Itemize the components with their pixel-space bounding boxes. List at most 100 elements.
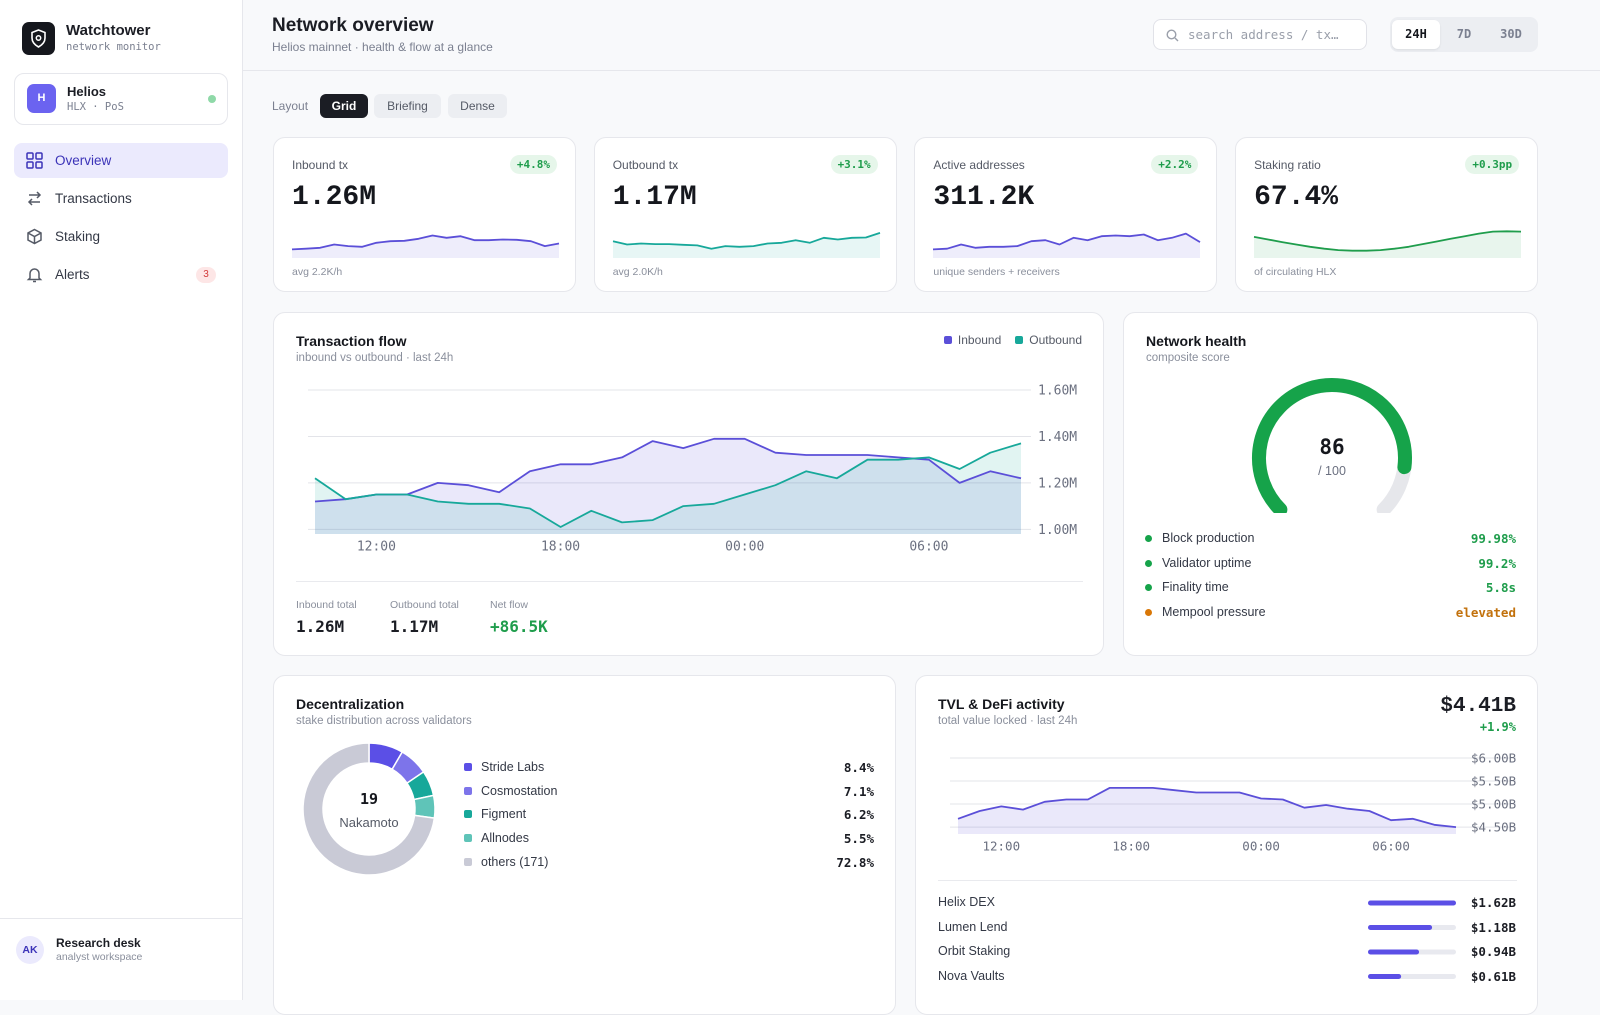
kpi-card: Inbound tx +4.8% 1.26M avg 2.2K/h [273, 137, 576, 292]
sparkline [612, 232, 880, 258]
kpi-label: Staking ratio [1254, 158, 1321, 172]
search-placeholder: search address / tx… [1188, 27, 1339, 42]
legend: Inbound Outbound [943, 333, 1082, 347]
x-tick-label: 18:00 [1112, 839, 1150, 854]
bar-label: Lumen Lend [938, 919, 1008, 934]
status-dot [1145, 608, 1152, 616]
network-name: Helios [67, 84, 107, 99]
nav-label: Alerts [55, 267, 90, 282]
donut: 19 Nakamoto [302, 742, 436, 876]
divider [938, 880, 1517, 881]
legend-label: Allnodes [481, 831, 529, 846]
legend-swatch [464, 810, 472, 819]
kpi-label: Inbound tx [292, 158, 349, 172]
nav-item[interactable]: Alerts 3 [14, 257, 228, 292]
icon [26, 152, 43, 169]
status-dot [1145, 535, 1152, 542]
brand-subtitle: network monitor [66, 41, 161, 53]
page-title: Network overview [272, 15, 434, 36]
nav-item[interactable]: Staking [14, 219, 228, 254]
area [315, 443, 1021, 534]
health-label: Finality time [1162, 580, 1229, 595]
range-option[interactable]: 24H [1392, 20, 1440, 49]
spark-area [1254, 231, 1522, 258]
spark-area [933, 233, 1201, 258]
card-subtitle: inbound vs outbound · last 24h [296, 352, 454, 364]
kpi-delta: +2.2% [1151, 155, 1199, 174]
x-tick-label: 12:00 [982, 839, 1020, 854]
status-dot [1145, 559, 1152, 567]
kpi-label: Outbound tx [612, 158, 679, 172]
chart: $4.50B $5.00B $5.50B $6.00B 12:00 18:00 00:00 0… [950, 751, 1516, 854]
network-selector[interactable]: H Helios HLX · PoS [14, 73, 228, 125]
x-tick-label: 00:00 [1242, 839, 1280, 854]
nav-item[interactable]: Transactions [14, 181, 228, 216]
bar [1368, 974, 1402, 979]
nav-label: Transactions [55, 191, 132, 206]
kpi-value: 1.17M [612, 182, 697, 213]
search-box[interactable]: search address / tx… [1153, 19, 1367, 50]
kpi-card: Outbound tx +3.1% 1.17M avg 2.0K/h [593, 137, 897, 292]
line [314, 442, 1022, 528]
decentralization-card: Decentralization stake distribution acro… [273, 675, 896, 1015]
layout-option[interactable]: Dense [448, 94, 507, 118]
y-tick-label: $5.50B [1471, 774, 1516, 789]
spark-area [292, 235, 559, 258]
legend-item: Outbound [1015, 333, 1082, 347]
nav-label: Staking [55, 229, 101, 244]
brand-logo [22, 22, 55, 55]
bar-label: Nova Vaults [938, 968, 1005, 983]
x-tick-label: 18:00 [541, 540, 580, 555]
layout-option[interactable]: Grid [320, 94, 368, 118]
value-label: $1.18B [1470, 919, 1516, 935]
card-subtitle: total value locked · last 24h [938, 715, 1078, 727]
nav-badge: 3 [196, 267, 216, 283]
search-icon [1166, 29, 1179, 42]
card-subtitle: composite score [1146, 352, 1230, 364]
health-value: 99.98% [1470, 531, 1516, 546]
divider [0, 918, 242, 919]
card-title: Network health [1146, 333, 1247, 349]
x-tick-label: 12:00 [357, 540, 396, 555]
network-meta: HLX · PoS [67, 101, 124, 113]
icon [27, 191, 42, 206]
health-value: 5.8s [1485, 580, 1516, 596]
y-tick-label: 1.40M [1038, 430, 1077, 445]
gauge-score: 86 [1319, 435, 1344, 459]
nav-item[interactable]: Overview [14, 143, 228, 178]
tvl-value: $4.41B [1440, 695, 1516, 718]
nav-label: Overview [55, 153, 112, 168]
y-tick-label: 1.60M [1038, 384, 1077, 399]
stat-label: Inbound total [296, 599, 357, 611]
gauge-value [1252, 378, 1412, 513]
card-title: Decentralization [296, 696, 405, 712]
range-option[interactable]: 7D [1456, 27, 1472, 41]
value-label: 8.4% [843, 760, 874, 775]
stat-label: Net flow [490, 599, 528, 611]
gauge-max: / 100 [1318, 464, 1346, 478]
kpi-label: Active addresses [933, 158, 1025, 172]
status-dot [208, 95, 216, 103]
legend-swatch [464, 786, 472, 795]
legend-label: Stride Labs [481, 760, 545, 774]
health-value: 99.2% [1478, 555, 1516, 571]
kpi-note: avg 2.0K/h [612, 266, 663, 278]
range-toggle: 24H 7D 30D [1390, 17, 1538, 52]
card-title: Transaction flow [296, 333, 407, 349]
user-name: Research desk [56, 936, 141, 950]
kpi-delta: +3.1% [830, 155, 878, 174]
status-dot [1145, 584, 1152, 592]
health-label: Validator uptime [1162, 555, 1252, 570]
value-label: $0.61B [1470, 968, 1516, 984]
spark-line [291, 234, 560, 251]
range-option[interactable]: 30D [1500, 27, 1522, 41]
sparkline [1253, 230, 1522, 258]
bar [1368, 949, 1420, 955]
legend-swatch [464, 834, 472, 843]
user-avatar: AK [16, 936, 44, 964]
kpi-card: Active addresses +2.2% 311.2K unique sender… [914, 137, 1218, 292]
sparkline [933, 232, 1201, 258]
layout-option[interactable]: Briefing [374, 94, 441, 118]
x-tick-label: 06:00 [909, 540, 948, 555]
